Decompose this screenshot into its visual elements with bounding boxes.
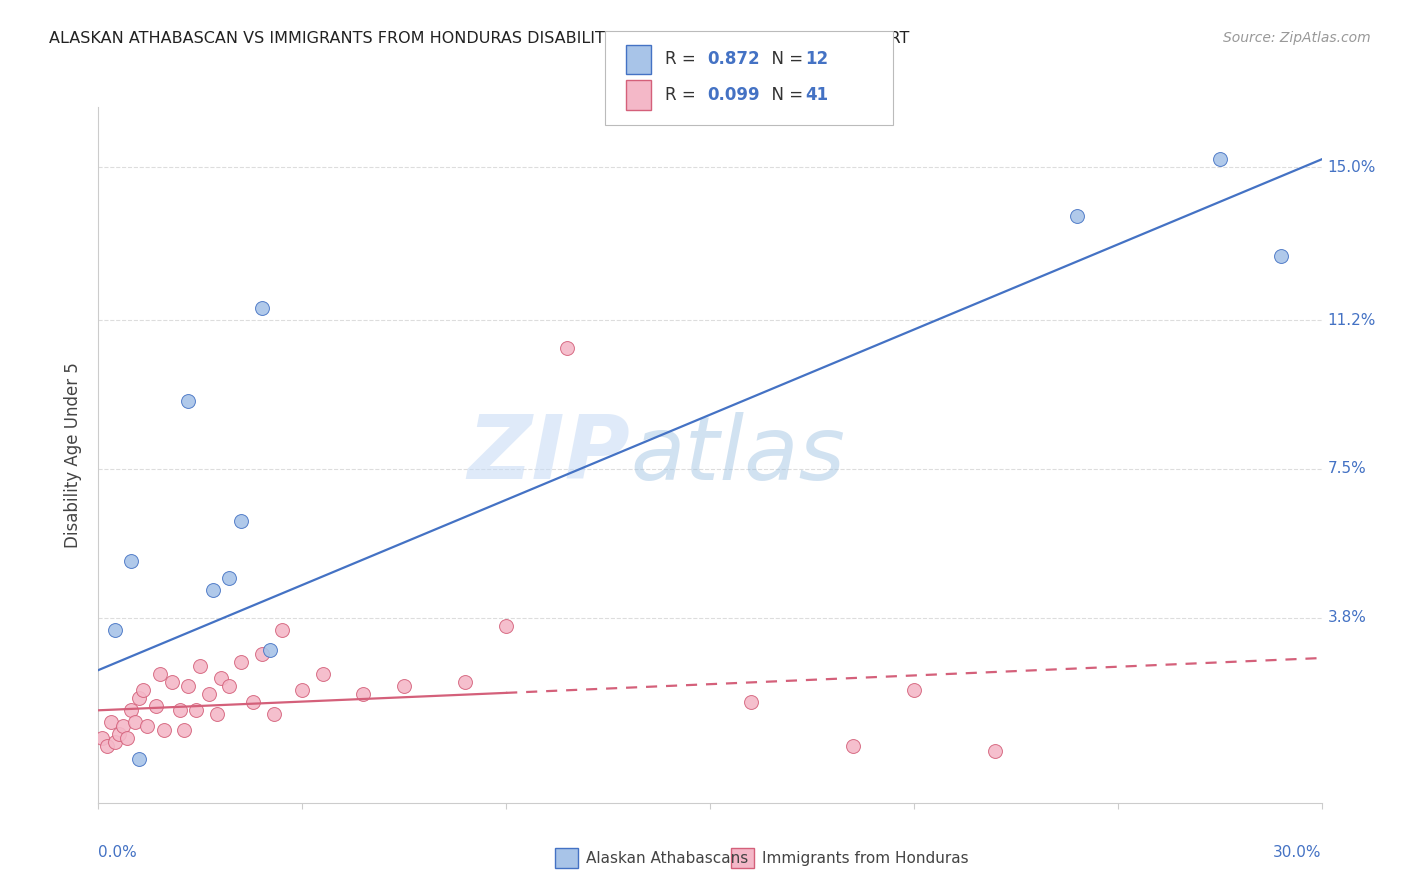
Text: 11.2%: 11.2% (1327, 313, 1376, 327)
Text: Immigrants from Honduras: Immigrants from Honduras (762, 851, 969, 865)
Point (263, 707, 285, 722)
Point (218, 571, 240, 585)
Text: R =: R = (665, 86, 702, 103)
Point (291, 683, 314, 698)
Point (201, 582, 224, 597)
Point (91, 731, 114, 746)
Point (984, 743, 1007, 757)
Point (555, 342, 579, 356)
Point (177, 679, 200, 693)
Text: atlas: atlas (630, 412, 845, 498)
Point (111, 719, 134, 733)
Text: 30.0%: 30.0% (1274, 845, 1322, 860)
Point (250, 647, 273, 661)
Text: N =: N = (761, 50, 808, 68)
Point (270, 623, 294, 637)
Point (242, 695, 264, 709)
Point (495, 619, 517, 633)
Point (96, 739, 118, 754)
Text: R =: R = (665, 50, 702, 68)
Text: ZIP: ZIP (468, 411, 630, 499)
Text: 41: 41 (806, 86, 828, 103)
Point (197, 687, 219, 701)
Point (160, 675, 183, 690)
Point (104, 623, 127, 637)
Point (132, 683, 155, 698)
Point (149, 667, 172, 681)
Point (231, 514, 253, 528)
Point (454, 675, 477, 690)
Y-axis label: Disability Age Under 5: Disability Age Under 5 (65, 362, 83, 548)
Point (124, 715, 146, 730)
Point (209, 671, 232, 685)
Point (104, 735, 127, 749)
Point (1270, 249, 1292, 263)
Text: 15.0%: 15.0% (1327, 160, 1376, 175)
Point (259, 643, 281, 657)
Point (100, 715, 122, 730)
Text: 0.872: 0.872 (707, 50, 759, 68)
Point (120, 554, 142, 568)
Text: 0.0%: 0.0% (98, 845, 138, 860)
Point (740, 695, 762, 709)
Text: 0.099: 0.099 (707, 86, 759, 103)
Point (188, 659, 212, 673)
Point (128, 691, 150, 706)
Point (218, 679, 240, 693)
Point (312, 667, 335, 681)
Point (169, 703, 191, 717)
Point (205, 707, 228, 722)
Text: 12: 12 (806, 50, 828, 68)
Point (392, 679, 416, 693)
Text: 7.5%: 7.5% (1327, 461, 1367, 476)
Text: ALASKAN ATHABASCAN VS IMMIGRANTS FROM HONDURAS DISABILITY AGE UNDER 5 CORRELATIO: ALASKAN ATHABASCAN VS IMMIGRANTS FROM HO… (49, 31, 910, 46)
Point (173, 723, 195, 738)
Point (841, 739, 863, 754)
Point (115, 731, 138, 746)
Point (352, 687, 374, 701)
Point (1066, 209, 1088, 223)
Point (186, 703, 208, 717)
Point (250, 301, 273, 315)
Point (1208, 153, 1232, 167)
Point (145, 699, 167, 714)
Point (136, 719, 159, 733)
Point (177, 393, 200, 408)
Text: Source: ZipAtlas.com: Source: ZipAtlas.com (1223, 31, 1371, 45)
Point (903, 683, 925, 698)
Text: Alaskan Athabascans: Alaskan Athabascans (586, 851, 748, 865)
Point (120, 703, 142, 717)
Point (108, 727, 131, 741)
Point (128, 751, 150, 765)
Text: 3.8%: 3.8% (1327, 610, 1367, 625)
Point (231, 655, 253, 669)
Text: N =: N = (761, 86, 808, 103)
Point (152, 723, 174, 738)
